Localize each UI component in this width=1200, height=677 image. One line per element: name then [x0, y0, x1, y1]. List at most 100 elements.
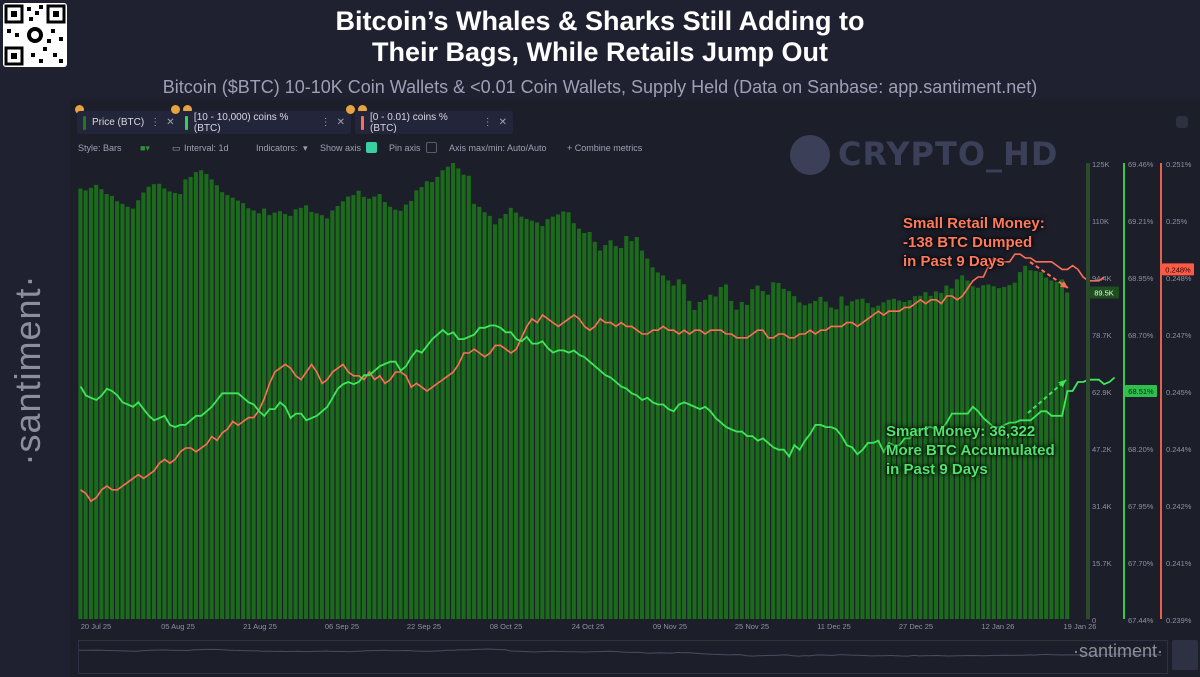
price-bar: [813, 300, 818, 619]
metric-chip-retail[interactable]: [0 - 0.01) coins % (BTC) ⋮ ✕: [355, 111, 513, 134]
timeline-navigator[interactable]: [78, 640, 1168, 674]
price-bar: [645, 258, 650, 619]
price-bar: [975, 287, 980, 619]
metric-chip-whales[interactable]: [10 - 10,000) coins % (BTC) ⋮ ✕: [179, 111, 351, 134]
crypto-hd-watermark: CRYPTO_HD: [790, 133, 1057, 177]
price-bar: [734, 309, 739, 619]
more-icon[interactable]: ⋮: [150, 117, 161, 128]
price-bar: [120, 203, 125, 619]
price-bar: [487, 215, 492, 619]
price-bar: [1023, 265, 1028, 619]
price-bar: [702, 299, 708, 619]
retail-tick-label: 0.25%: [1166, 217, 1188, 226]
price-tick-label: 125K: [1092, 160, 1110, 169]
more-icon[interactable]: ⋮: [482, 117, 493, 128]
price-tick-label: 78.7K: [1092, 331, 1112, 340]
color-picker-icon[interactable]: ■▾: [140, 143, 150, 153]
price-bar: [823, 301, 828, 619]
price-bar: [556, 214, 561, 619]
price-bar: [1012, 282, 1017, 619]
price-bar: [855, 299, 860, 619]
close-icon[interactable]: ✕: [498, 117, 507, 128]
qr-code: [3, 3, 67, 67]
retail-annotation: Small Retail Money: -138 BTC Dumped in P…: [903, 214, 1045, 271]
price-bar: [435, 176, 440, 619]
price-tick-label: 0: [1092, 616, 1096, 625]
show-axis-label: Show axis: [320, 143, 362, 153]
price-bar: [839, 296, 844, 619]
price-bar: [78, 188, 83, 619]
price-tick-label: 47.2K: [1092, 445, 1112, 454]
price-bar: [834, 309, 839, 619]
price-bar: [996, 288, 1001, 619]
price-bar: [393, 209, 398, 619]
navigator-handle[interactable]: [1172, 640, 1198, 670]
price-bar: [671, 285, 676, 619]
indicators-selector[interactable]: Indicators:: [256, 143, 298, 153]
price-bar: [424, 181, 429, 620]
price-bar: [136, 200, 141, 619]
price-bar: [309, 211, 314, 620]
price-bar: [409, 200, 414, 619]
price-bar: [183, 179, 188, 619]
price-bar: [666, 280, 671, 619]
price-bar: [624, 235, 629, 619]
price-bar: [918, 295, 923, 619]
santiment-logo: ·santiment·: [1073, 641, 1164, 661]
price-bar: [634, 237, 639, 620]
price-bar: [529, 220, 534, 619]
whales-tick-label: 68.70%: [1128, 331, 1154, 340]
telegram-icon: [790, 135, 830, 175]
more-icon[interactable]: ⋮: [320, 117, 331, 128]
price-bar: [367, 198, 372, 619]
price-bar: [356, 190, 361, 619]
x-tick-label: 24 Oct 25: [572, 622, 605, 631]
price-bar: [897, 300, 902, 619]
chevron-down-icon[interactable]: ▾: [303, 143, 308, 153]
combine-metrics-button[interactable]: + Combine metrics: [567, 143, 643, 153]
price-bar: [986, 284, 991, 619]
retail-line: [80, 253, 1105, 503]
close-icon[interactable]: ✕: [166, 117, 175, 128]
price-bar: [1033, 270, 1038, 619]
retail-tick-label: 0.244%: [1166, 445, 1192, 454]
price-bar: [776, 283, 781, 619]
title-line-1: Bitcoin’s Whales & Sharks Still Adding t…: [335, 6, 865, 36]
price-bar: [865, 303, 870, 619]
pin-axis-checkbox[interactable]: [426, 142, 437, 153]
smart-annotation-line: Smart Money: 36,322: [886, 423, 1036, 440]
lock-icon: [75, 105, 84, 114]
pin-axis-label: Pin axis: [389, 143, 421, 153]
retail-arrow: [1029, 261, 1069, 289]
price-bar: [162, 188, 167, 619]
axis-minmax-selector[interactable]: Axis max/min: Auto/Auto: [449, 143, 547, 153]
price-bar: [592, 241, 597, 619]
show-axis-checkbox[interactable]: [366, 142, 377, 153]
metric-chip-price[interactable]: Price (BTC) ⋮ ✕: [77, 111, 187, 134]
retail-tick-label: 0.245%: [1166, 388, 1192, 397]
axes: 125K110K94.4K78.7K62.9K47.2K31.4K15.7K06…: [81, 160, 1194, 631]
price-last-badge: 89.5K: [1094, 289, 1114, 298]
price-bar: [655, 272, 660, 619]
price-bar: [944, 285, 949, 619]
retail-tick-label: 0.239%: [1166, 616, 1192, 625]
style-selector[interactable]: Style: Bars: [78, 143, 122, 153]
price-bar: [807, 303, 813, 619]
price-bar: [304, 205, 309, 619]
close-icon[interactable]: ✕: [336, 117, 345, 128]
price-bar: [697, 301, 702, 619]
price-bar: [870, 307, 875, 619]
price-bar: [923, 292, 928, 619]
settings-dot[interactable]: [1176, 116, 1188, 128]
price-bar: [577, 228, 582, 619]
price-bar: [267, 215, 272, 620]
price-bar: [94, 184, 99, 619]
price-bar: [115, 201, 120, 619]
price-bar: [907, 300, 912, 619]
price-bar: [881, 302, 886, 619]
retail-annotation-line: in Past 9 Days: [903, 253, 1005, 270]
price-bar: [1002, 287, 1007, 619]
interval-selector[interactable]: Interval: 1d: [184, 143, 229, 153]
price-bar: [1044, 277, 1049, 619]
price-bar: [466, 175, 471, 619]
